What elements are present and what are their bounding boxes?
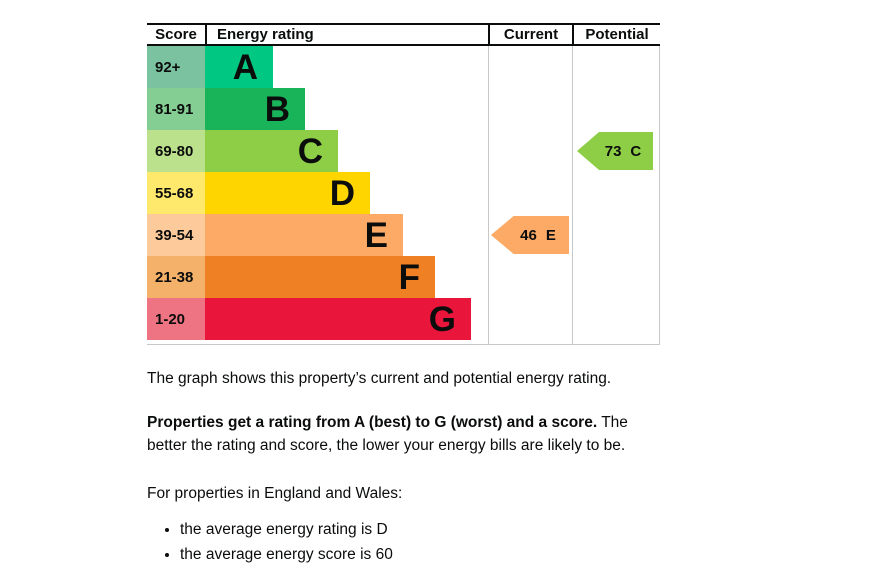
current-band: E	[545, 226, 556, 244]
band-score-range: 55-68	[147, 172, 205, 214]
band-bar-e: E	[205, 214, 403, 256]
column-header-energy-rating: Energy rating	[205, 25, 488, 44]
column-header-current: Current	[488, 25, 572, 44]
chart-description: The graph shows this property’s current …	[147, 368, 663, 570]
band-score-range: 1-20	[147, 298, 205, 340]
band-letter: C	[297, 131, 323, 171]
band-row-d: 55-68 D	[147, 172, 660, 214]
band-letter: D	[329, 173, 355, 213]
potential-band: C	[630, 142, 642, 160]
average-stats-list: the average energy rating is D the avera…	[180, 519, 663, 567]
average-score-item: the average energy score is 60	[180, 544, 663, 566]
band-score-range: 21-38	[147, 256, 205, 298]
band-letter: B	[264, 89, 290, 129]
band-bar-c: C	[205, 130, 338, 172]
current-rating-arrow: 46 E	[491, 216, 569, 254]
band-row-f: 21-38 F	[147, 256, 660, 298]
chart-caption: The graph shows this property’s current …	[147, 370, 612, 387]
band-bar-f: F	[205, 256, 435, 298]
band-row-g: 1-20 G	[147, 298, 660, 340]
rating-explanation: Properties get a rating from A (best) to…	[147, 412, 663, 457]
band-bar-d: D	[205, 172, 370, 214]
band-letter: F	[398, 257, 420, 297]
band-row-b: 81-91 B	[147, 88, 660, 130]
band-score-range: 69-80	[147, 130, 205, 172]
band-row-e: 39-54 E 46 E	[147, 214, 660, 256]
band-score-range: 92+	[147, 46, 205, 88]
region-line: For properties in England and Wales:	[147, 485, 403, 503]
average-rating-item: the average energy rating is D	[180, 519, 663, 541]
band-letter: A	[232, 47, 258, 87]
column-header-score: Score	[155, 26, 197, 43]
band-letter: G	[428, 299, 456, 339]
band-bar-g: G	[205, 298, 471, 340]
band-score-range: 81-91	[147, 88, 205, 130]
chart-bottom-spacer	[147, 340, 660, 344]
epc-chart-body: 92+ A 81-91 B	[147, 46, 660, 345]
band-row-c: 69-80 C 73 C	[147, 130, 660, 172]
band-bar-b: B	[205, 88, 305, 130]
rating-explanation-bold: Properties get a rating from A (best) to…	[147, 414, 598, 432]
current-score: 46	[520, 226, 537, 244]
rating-explanation-rest: The better the rating and score, the low…	[147, 414, 628, 454]
band-bar-a: A	[205, 46, 273, 88]
potential-rating-arrow: 73 C	[577, 132, 653, 170]
band-row-a: 92+ A	[147, 46, 660, 88]
epc-rating-chart: Score Energy rating Current Potential 92…	[147, 23, 660, 345]
band-letter: E	[364, 215, 388, 255]
potential-score: 73	[604, 142, 622, 160]
column-header-potential: Potential	[572, 25, 660, 44]
band-score-range: 39-54	[147, 214, 205, 256]
epc-chart-header: Score Energy rating Current Potential	[147, 23, 660, 46]
